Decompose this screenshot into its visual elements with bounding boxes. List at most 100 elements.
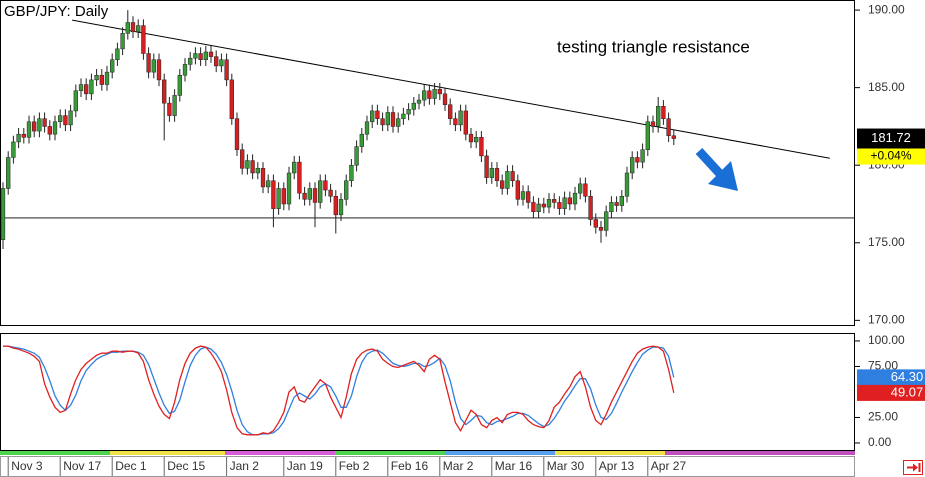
candle-body [484, 155, 489, 178]
oscillator-line [3, 345, 675, 436]
candle-body [42, 118, 47, 127]
candle-body [442, 93, 448, 105]
x-tick-label: Jan 19 [287, 459, 323, 473]
candle-body [531, 202, 536, 213]
candle-body [292, 161, 297, 174]
chart-title: GBP/JPY: Daily [4, 3, 109, 20]
candle-body [151, 59, 156, 73]
candle-body [0, 188, 6, 240]
price-badge [857, 128, 925, 149]
value-badge [857, 369, 925, 386]
candle-body [635, 157, 640, 163]
candle-body [656, 106, 661, 127]
candle-body [318, 180, 323, 203]
candle-body [416, 99, 422, 104]
candle-body [302, 192, 307, 200]
x-tick-label: Feb 16 [391, 459, 429, 473]
candle-body [224, 59, 229, 81]
candle-body [552, 199, 557, 203]
candle-body [78, 84, 84, 92]
candle-body [364, 121, 370, 135]
oscillator-panel [0, 333, 855, 451]
change-label: +0.04% [870, 149, 911, 163]
y-tick-label: 0.00 [868, 435, 892, 449]
x-tick-label: Nov 17 [63, 459, 101, 473]
candle-body [474, 137, 479, 143]
y-tick-label: 190.00 [868, 2, 905, 16]
candle-body [115, 48, 120, 60]
candle-body [536, 203, 541, 213]
button-icon [913, 463, 918, 472]
candles [0, 10, 676, 249]
candle-body [255, 168, 260, 174]
y-tick-label: 75.00 [868, 359, 898, 373]
candle-body [604, 211, 609, 231]
candle-body [11, 141, 16, 158]
y-tick-label: 185.00 [868, 80, 905, 94]
candle-body [650, 121, 656, 127]
value-label: 49.07 [891, 384, 924, 399]
candle-body [546, 199, 552, 208]
candle-body [182, 64, 188, 76]
candle-body [193, 53, 198, 59]
scroll-button[interactable] [903, 460, 923, 475]
candle-body [172, 95, 177, 116]
candle-body [640, 149, 645, 163]
candle-body [266, 180, 271, 188]
candle-body [645, 121, 650, 150]
candle-body [401, 113, 406, 119]
candle-body [89, 79, 94, 95]
strip [110, 451, 225, 455]
candle-body [422, 90, 427, 101]
candle-body [167, 102, 172, 116]
candle-body [328, 189, 333, 197]
candle-body [281, 188, 286, 205]
candle-body [515, 180, 520, 200]
candle-body [125, 22, 130, 34]
candle-body [208, 51, 214, 57]
candle-body [130, 22, 136, 33]
x-tick-label: Mar 2 [443, 459, 474, 473]
y-tick-label: 175.00 [868, 235, 905, 249]
candle-body [671, 135, 676, 139]
strip [555, 451, 665, 455]
candle-body [666, 118, 671, 136]
candle-body [588, 195, 593, 220]
x-tick-label: Apr 13 [599, 459, 635, 473]
candle-body [453, 118, 458, 126]
candle-body [411, 102, 416, 110]
candle-body [572, 192, 578, 205]
candle-body [162, 79, 167, 104]
x-tick-label: Feb 2 [339, 459, 370, 473]
candle-body [598, 227, 604, 231]
x-tick-label: Mar 16 [495, 459, 533, 473]
candle-body [52, 121, 58, 135]
candle-body [110, 59, 115, 73]
candle-body [26, 121, 32, 138]
candle-body [63, 115, 68, 126]
candle-body [240, 149, 245, 169]
candle-body [37, 118, 42, 132]
candle-body [229, 79, 234, 119]
candle-body [338, 199, 344, 216]
candle-body [479, 137, 484, 157]
candle-body [214, 56, 219, 67]
x-tick-label: Jan 2 [230, 459, 260, 473]
candle-body [624, 172, 630, 197]
candle-body [6, 157, 11, 189]
candle-body [276, 188, 281, 209]
x-tick-label: Dec 15 [167, 459, 205, 473]
candle-body [68, 110, 73, 126]
value-badge [857, 384, 925, 401]
arrow-shaft [695, 147, 725, 179]
candle-body [630, 157, 635, 174]
candle-body [260, 168, 266, 188]
x-tick-label: Mar 30 [547, 459, 585, 473]
candle-body [120, 33, 125, 50]
candle-body [510, 171, 515, 181]
candle-body [619, 195, 624, 206]
candle-body [614, 202, 619, 206]
candle-body [198, 53, 203, 60]
x-tick-label: Dec 1 [115, 459, 147, 473]
